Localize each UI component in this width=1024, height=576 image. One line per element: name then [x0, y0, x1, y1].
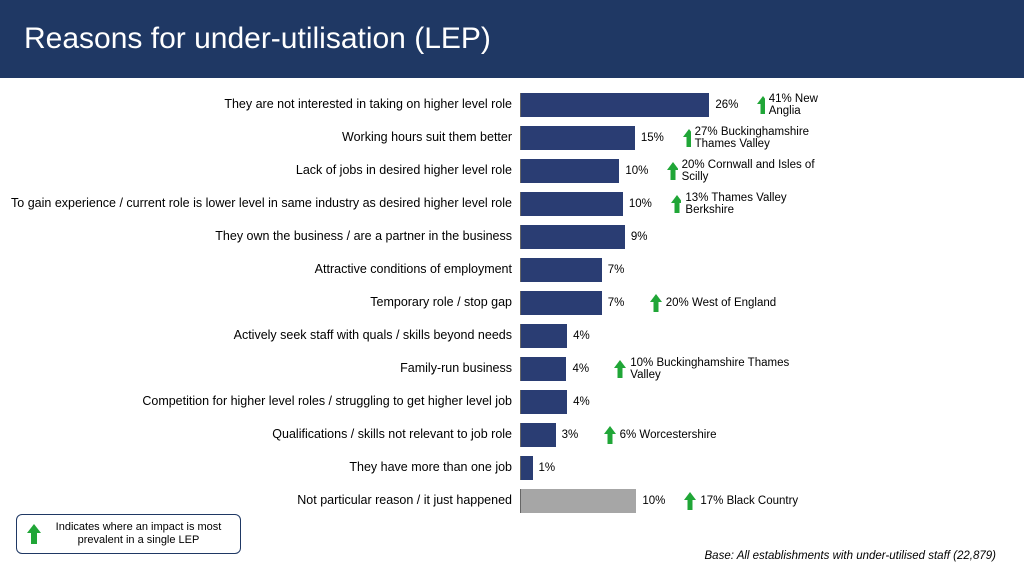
chart-row: To gain experience / current role is low…	[10, 187, 1014, 220]
bar	[521, 126, 635, 150]
base-note: Base: All establishments with under-util…	[705, 550, 996, 562]
bar-value-label: 4%	[573, 396, 603, 408]
bar-track: 4% 10% Buckinghamshire Thames Valley	[520, 357, 820, 381]
chart-row: Not particular reason / it just happened…	[10, 484, 1014, 517]
row-label: Qualifications / skills not relevant to …	[10, 427, 520, 441]
bar	[521, 390, 567, 414]
bar-track: 10% 17% Black Country	[520, 489, 820, 513]
bar-value-label: 7%	[608, 264, 638, 276]
arrow-up-icon	[27, 524, 41, 544]
row-label: They have more than one job	[10, 460, 520, 474]
annotation-text: 17% Black Country	[700, 495, 798, 507]
chart-row: Competition for higher level roles / str…	[10, 385, 1014, 418]
bar-value-label: 15%	[641, 132, 671, 144]
bar-value-label: 10%	[629, 198, 659, 210]
bar	[521, 159, 619, 183]
row-label: Temporary role / stop gap	[10, 295, 520, 309]
arrow-up-icon	[650, 294, 662, 312]
row-annotation: 10% Buckinghamshire Thames Valley	[614, 357, 820, 381]
annotation-text: 13% Thames Valley Berkshire	[685, 192, 820, 216]
annotation-text: 20% West of England	[666, 297, 776, 309]
chart-row: Family-run business 4% 10% Buckinghamshire…	[10, 352, 1014, 385]
bar-track: 3% 6% Worcestershire	[520, 423, 820, 447]
page-title: Reasons for under-utilisation (LEP)	[24, 22, 491, 56]
row-annotation: 41% New Anglia	[757, 93, 820, 117]
arrow-up-icon	[671, 195, 682, 213]
arrow-up-icon	[614, 360, 626, 378]
bar	[521, 258, 602, 282]
bar	[521, 489, 636, 513]
bar-chart: They are not interested in taking on hig…	[10, 88, 1014, 517]
annotation-text: 6% Worcestershire	[620, 429, 717, 441]
legend-text: Indicates where an impact is most preval…	[47, 521, 230, 547]
row-label: Competition for higher level roles / str…	[10, 394, 520, 408]
row-label: Not particular reason / it just happened	[10, 493, 520, 507]
bar-value-label: 7%	[608, 297, 638, 309]
chart-row: They own the business / are a partner in…	[10, 220, 1014, 253]
annotation-text: 10% Buckinghamshire Thames Valley	[630, 357, 820, 381]
row-annotation: 27% Buckinghamshire Thames Valley	[683, 126, 820, 150]
bar-value-label: 26%	[715, 99, 745, 111]
bar	[521, 456, 533, 480]
bar-track: 10% 20% Cornwall and Isles of Scilly	[520, 159, 820, 183]
bar-track: 4%	[520, 390, 820, 414]
bar-value-label: 10%	[642, 495, 672, 507]
annotation-text: 20% Cornwall and Isles of Scilly	[682, 159, 820, 183]
row-annotation: 20% West of England	[650, 294, 776, 312]
bar-track: 4%	[520, 324, 820, 348]
bar-track: 9%	[520, 225, 820, 249]
bar-value-label: 1%	[539, 462, 569, 474]
bar-value-label: 4%	[573, 330, 603, 342]
row-label: Attractive conditions of employment	[10, 262, 520, 276]
arrow-up-icon	[683, 129, 691, 147]
bar	[521, 423, 556, 447]
bar-value-label: 10%	[625, 165, 655, 177]
annotation-text: 27% Buckinghamshire Thames Valley	[695, 126, 820, 150]
row-label: Lack of jobs in desired higher level rol…	[10, 163, 520, 177]
row-annotation: 13% Thames Valley Berkshire	[671, 192, 820, 216]
arrow-up-icon	[604, 426, 616, 444]
bar	[521, 291, 602, 315]
bar	[521, 357, 566, 381]
bar-value-label: 3%	[562, 429, 592, 441]
chart-row: Working hours suit them better 15% 27% Buc…	[10, 121, 1014, 154]
bar-value-label: 9%	[631, 231, 661, 243]
row-annotation: 20% Cornwall and Isles of Scilly	[667, 159, 820, 183]
legend-box: Indicates where an impact is most preval…	[16, 514, 241, 554]
row-annotation: 6% Worcestershire	[604, 426, 717, 444]
bar-track: 15% 27% Buckinghamshire Thames Valley	[520, 126, 820, 150]
bar-track: 7% 20% West of England	[520, 291, 820, 315]
chart-row: Actively seek staff with quals / skills …	[10, 319, 1014, 352]
row-annotation: 17% Black Country	[684, 492, 798, 510]
arrow-up-icon	[667, 162, 677, 180]
header-bar: Reasons for under-utilisation (LEP)	[0, 0, 1024, 78]
bar-track: 7%	[520, 258, 820, 282]
row-label: Working hours suit them better	[10, 130, 520, 144]
chart-row: They have more than one job 1%	[10, 451, 1014, 484]
bar	[521, 93, 709, 117]
arrow-up-icon	[684, 492, 696, 510]
annotation-text: 41% New Anglia	[769, 93, 820, 117]
bar	[521, 324, 567, 348]
row-label: Actively seek staff with quals / skills …	[10, 328, 520, 342]
bar-value-label: 4%	[572, 363, 602, 375]
row-label: Family-run business	[10, 361, 520, 375]
bar	[521, 225, 625, 249]
bar-track: 26% 41% New Anglia	[520, 93, 820, 117]
chart-row: Lack of jobs in desired higher level rol…	[10, 154, 1014, 187]
chart-row: Qualifications / skills not relevant to …	[10, 418, 1014, 451]
chart-row: Attractive conditions of employment 7%	[10, 253, 1014, 286]
bar-track: 1%	[520, 456, 820, 480]
chart-row: Temporary role / stop gap 7% 20% West of E…	[10, 286, 1014, 319]
bar-track: 10% 13% Thames Valley Berkshire	[520, 192, 820, 216]
row-label: They are not interested in taking on hig…	[10, 97, 520, 111]
chart-row: They are not interested in taking on hig…	[10, 88, 1014, 121]
row-label: They own the business / are a partner in…	[10, 229, 520, 243]
row-label: To gain experience / current role is low…	[10, 196, 520, 210]
arrow-up-icon	[757, 96, 764, 114]
content-area: They are not interested in taking on hig…	[0, 78, 1024, 576]
bar	[521, 192, 623, 216]
